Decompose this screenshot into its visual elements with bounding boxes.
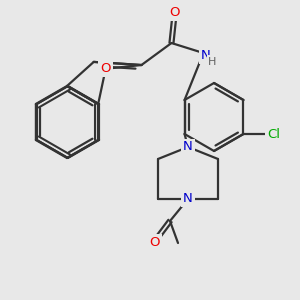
Text: H: H <box>208 57 217 67</box>
Text: N: N <box>183 140 193 154</box>
Text: N: N <box>183 193 193 206</box>
Text: O: O <box>169 5 180 19</box>
Text: O: O <box>150 236 160 248</box>
Text: N: N <box>201 49 210 62</box>
Text: Cl: Cl <box>267 128 280 140</box>
Text: O: O <box>100 62 111 75</box>
